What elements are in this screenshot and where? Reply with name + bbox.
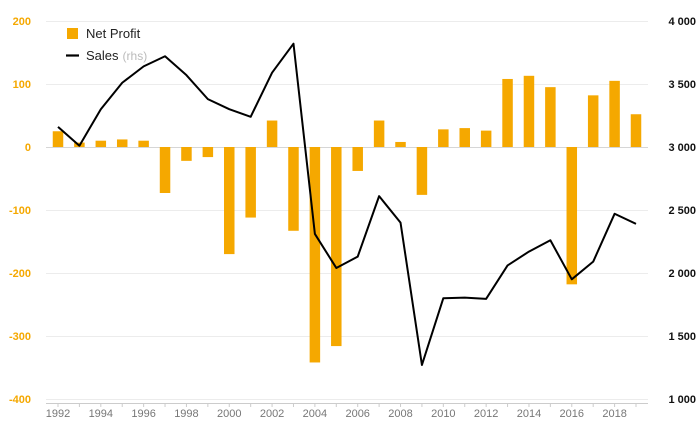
y-axis-right: 4 000 3 500 3 000 2 500 2 000 1 500 1 000 (668, 16, 696, 406)
x-tick-label: 2000 (217, 408, 241, 420)
x-tick-label: 1992 (46, 408, 70, 420)
y-tick-left: 0 (25, 142, 31, 154)
bar-net-profit (566, 147, 578, 285)
bar-net-profit (480, 130, 492, 147)
bar-net-profit (523, 75, 535, 147)
y-tick-right: 1 500 (668, 331, 696, 343)
bar-net-profit (502, 78, 513, 147)
bar-net-profit (159, 147, 171, 193)
bar-net-profit (416, 147, 428, 195)
gridlines (46, 21, 648, 400)
legend-label-sales: Sales (rhs) (86, 48, 147, 63)
x-tick-label: 1994 (89, 408, 113, 420)
bar-net-profit (545, 87, 556, 147)
y-tick-left: 200 (13, 16, 31, 28)
y-tick-left: 100 (13, 79, 31, 91)
bar-net-profit (587, 95, 599, 147)
x-tick-label: 2014 (517, 408, 541, 420)
bar-net-profit (224, 147, 235, 255)
bar-net-profit (438, 129, 449, 147)
y-tick-right: 4 000 (668, 16, 696, 28)
bar-net-profit (266, 120, 278, 147)
x-tick-label: 2018 (602, 408, 626, 420)
x-tick-label: 2006 (345, 408, 369, 420)
line-sales (57, 42, 637, 366)
legend-swatch-net-profit (67, 28, 78, 39)
x-tick-label: 2012 (474, 408, 498, 420)
legend: Net Profit Sales (rhs) (66, 26, 147, 63)
bar-series-net-profit (52, 75, 642, 363)
x-tick-label: 2004 (303, 408, 327, 420)
legend-label-net-profit: Net Profit (86, 26, 141, 41)
x-tick-label: 2016 (560, 408, 584, 420)
bar-net-profit (352, 147, 363, 171)
y-tick-right: 2 500 (668, 205, 696, 217)
line-series-sales (57, 42, 637, 366)
y-tick-right: 2 000 (668, 268, 696, 280)
bar-net-profit (609, 80, 620, 147)
y-tick-left: -200 (9, 268, 31, 280)
bar-net-profit (138, 140, 149, 147)
bar-net-profit (288, 147, 299, 231)
y-tick-left: -300 (9, 331, 31, 343)
x-tick-label: 1998 (174, 408, 198, 420)
bar-net-profit (95, 140, 107, 147)
bar-net-profit (181, 147, 192, 161)
y-axis-left: 200 100 0 -100 -200 -300 -400 (9, 16, 31, 406)
x-tick-label: 1996 (131, 408, 155, 420)
bar-net-profit (202, 147, 214, 158)
bar-net-profit (309, 147, 321, 363)
bar-net-profit (459, 128, 470, 147)
bar-net-profit (245, 147, 256, 218)
y-tick-left: -100 (9, 205, 31, 217)
bar-net-profit (116, 139, 128, 147)
y-tick-right: 3 500 (668, 79, 696, 91)
bar-net-profit (331, 147, 342, 347)
x-tick-label: 2002 (260, 408, 284, 420)
y-tick-left: -400 (9, 394, 31, 406)
y-tick-right: 3 000 (668, 142, 696, 154)
x-tick-label: 2010 (431, 408, 455, 420)
bar-net-profit (395, 141, 406, 147)
x-axis: 1992 1994 1996 1998 2000 2002 2004 2006 2008 2010… (46, 403, 648, 420)
bar-net-profit (373, 120, 385, 147)
y-tick-right: 1 000 (668, 394, 696, 406)
bar-net-profit (630, 114, 642, 147)
x-tick-label: 2008 (388, 408, 412, 420)
bar-net-profit (52, 131, 64, 147)
